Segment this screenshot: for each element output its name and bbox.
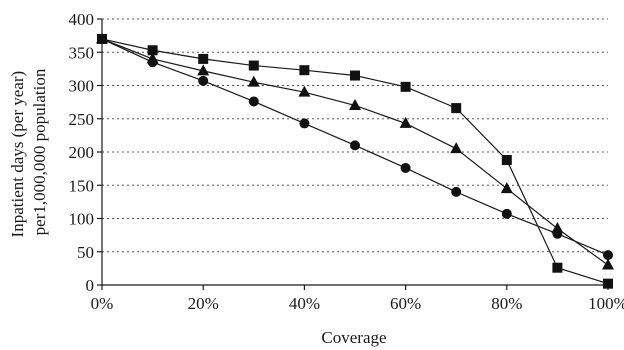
x-tick-label-3: 60% bbox=[390, 294, 421, 313]
data-point-circle-1 bbox=[147, 57, 158, 68]
x-axis-title: Coverage bbox=[321, 328, 386, 347]
data-point-square-6 bbox=[400, 81, 411, 92]
gridlines bbox=[102, 18, 608, 253]
data-point-circle-4 bbox=[299, 118, 310, 129]
x-tick-label-5: 100% bbox=[588, 294, 624, 313]
data-point-circle-8 bbox=[501, 208, 512, 219]
series-square bbox=[97, 33, 613, 289]
series-layer bbox=[96, 32, 614, 289]
y-tick-label-1: 50 bbox=[77, 243, 94, 262]
data-point-circle-3 bbox=[248, 96, 259, 107]
data-point-square-3 bbox=[248, 60, 259, 71]
data-point-square-9 bbox=[552, 262, 563, 273]
series-circle bbox=[97, 33, 613, 261]
data-point-circle-9 bbox=[552, 228, 563, 239]
data-point-square-5 bbox=[350, 70, 360, 81]
data-point-circle-7 bbox=[451, 186, 462, 197]
data-point-triangle-8 bbox=[500, 182, 513, 194]
x-tick-label-0: 0% bbox=[91, 294, 114, 313]
y-tick-label-2: 100 bbox=[69, 210, 95, 229]
x-tick-label-1: 20% bbox=[188, 294, 219, 313]
y-axis-title: Inpatient days (per year) per1,000,000 p… bbox=[8, 67, 49, 238]
y-tick-label-7: 350 bbox=[69, 43, 95, 62]
axes bbox=[97, 18, 609, 290]
series-triangle bbox=[96, 32, 614, 270]
data-point-triangle-3 bbox=[247, 75, 260, 87]
data-point-triangle-10 bbox=[602, 258, 614, 270]
y-tick-label-0: 0 bbox=[86, 276, 95, 295]
data-point-triangle-2 bbox=[197, 64, 210, 76]
data-point-square-10 bbox=[603, 278, 613, 289]
y-axis-title-line-1: Inpatient days (per year) bbox=[8, 71, 27, 238]
y-tick-label-4: 200 bbox=[69, 143, 95, 162]
data-point-triangle-6 bbox=[399, 116, 412, 128]
data-point-square-7 bbox=[451, 103, 462, 114]
x-tick-label-4: 80% bbox=[491, 294, 522, 313]
data-point-square-8 bbox=[501, 154, 512, 165]
data-point-square-1 bbox=[147, 45, 158, 56]
data-point-circle-10 bbox=[603, 250, 613, 261]
y-tick-label-6: 300 bbox=[69, 77, 95, 96]
data-point-triangle-4 bbox=[298, 85, 311, 97]
data-point-triangle-7 bbox=[450, 142, 463, 154]
data-point-circle-0 bbox=[97, 33, 107, 44]
data-point-circle-6 bbox=[400, 162, 411, 173]
data-point-triangle-5 bbox=[349, 98, 361, 110]
data-point-square-4 bbox=[299, 65, 310, 76]
y-tick-label-5: 250 bbox=[69, 110, 95, 129]
y-tick-label-3: 150 bbox=[69, 176, 95, 195]
data-point-circle-2 bbox=[198, 75, 209, 86]
y-tick-label-8: 400 bbox=[69, 10, 95, 29]
x-tick-label-2: 40% bbox=[289, 294, 320, 313]
data-point-square-2 bbox=[198, 53, 209, 64]
tick-labels: 0 50 100 150 200 250 300 350 400 0% 20% 40% 60% 80% 10… bbox=[69, 10, 624, 313]
y-axis-title-line-2: per1,000,000 population bbox=[30, 68, 49, 235]
data-point-circle-5 bbox=[350, 140, 360, 151]
